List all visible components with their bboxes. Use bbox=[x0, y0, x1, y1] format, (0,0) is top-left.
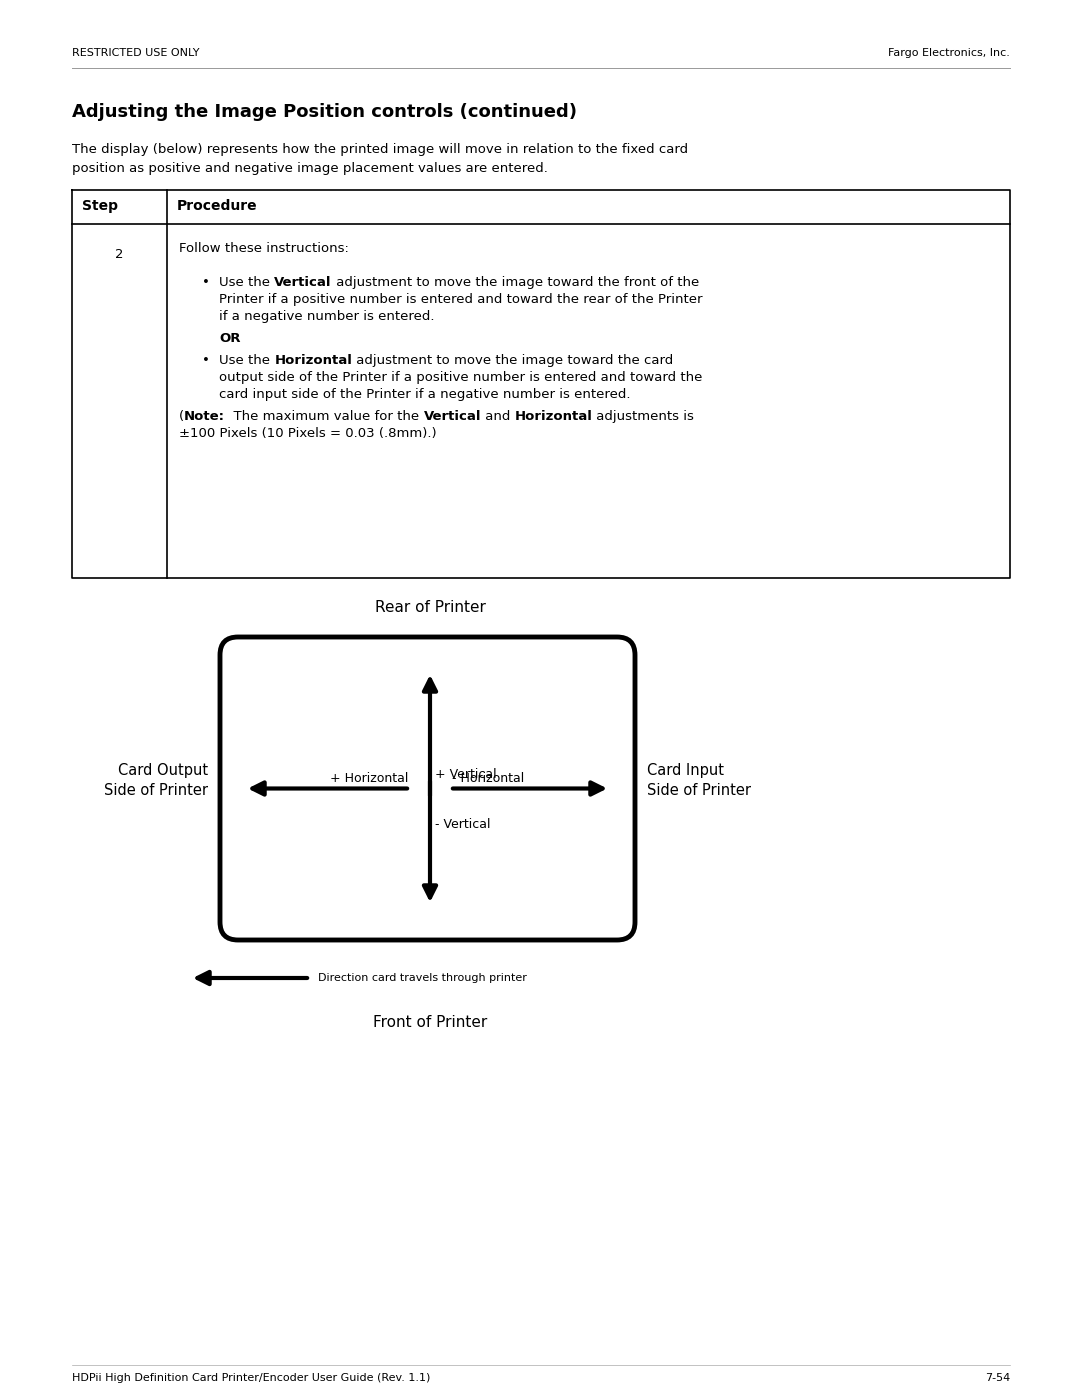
Text: - Horizontal: - Horizontal bbox=[453, 773, 524, 785]
Text: •: • bbox=[202, 277, 210, 289]
Text: adjustment to move the image toward the front of the: adjustment to move the image toward the … bbox=[332, 277, 699, 289]
Text: Fargo Electronics, Inc.: Fargo Electronics, Inc. bbox=[888, 47, 1010, 59]
Text: (: ( bbox=[179, 409, 184, 423]
Text: 7-54: 7-54 bbox=[985, 1373, 1010, 1383]
Text: and: and bbox=[481, 409, 515, 423]
Text: •: • bbox=[202, 353, 210, 367]
Text: OR: OR bbox=[219, 332, 241, 345]
Text: The maximum value for the: The maximum value for the bbox=[225, 409, 423, 423]
Text: Front of Printer: Front of Printer bbox=[373, 1016, 487, 1030]
Text: Card Output
Side of Printer: Card Output Side of Printer bbox=[104, 763, 208, 798]
Text: ±100 Pixels (10 Pixels = 0.03 (.8mm).): ±100 Pixels (10 Pixels = 0.03 (.8mm).) bbox=[179, 427, 436, 440]
Text: Horizontal: Horizontal bbox=[274, 353, 352, 367]
Text: card input side of the Printer if a negative number is entered.: card input side of the Printer if a nega… bbox=[219, 388, 631, 401]
Text: - Vertical: - Vertical bbox=[435, 819, 490, 831]
Text: The display (below) represents how the printed image will move in relation to th: The display (below) represents how the p… bbox=[72, 142, 688, 156]
Text: Card Input
Side of Printer: Card Input Side of Printer bbox=[647, 763, 751, 798]
Text: Rear of Printer: Rear of Printer bbox=[375, 599, 485, 615]
Text: output side of the Printer if a positive number is entered and toward the: output side of the Printer if a positive… bbox=[219, 372, 702, 384]
Text: Step: Step bbox=[82, 198, 118, 212]
Text: Adjusting the Image Position controls (continued): Adjusting the Image Position controls (c… bbox=[72, 103, 577, 122]
Text: Direction card travels through printer: Direction card travels through printer bbox=[318, 972, 527, 983]
Text: + Horizontal: + Horizontal bbox=[329, 773, 408, 785]
FancyBboxPatch shape bbox=[220, 637, 635, 940]
Text: Follow these instructions:: Follow these instructions: bbox=[179, 242, 349, 256]
Text: Use the: Use the bbox=[219, 277, 274, 289]
Text: Horizontal: Horizontal bbox=[515, 409, 593, 423]
Text: RESTRICTED USE ONLY: RESTRICTED USE ONLY bbox=[72, 47, 200, 59]
Text: Note:: Note: bbox=[184, 409, 225, 423]
Text: adjustments is: adjustments is bbox=[593, 409, 694, 423]
Text: Vertical: Vertical bbox=[274, 277, 332, 289]
Text: position as positive and negative image placement values are entered.: position as positive and negative image … bbox=[72, 162, 548, 175]
Text: adjustment to move the image toward the card: adjustment to move the image toward the … bbox=[352, 353, 673, 367]
Text: Printer if a positive number is entered and toward the rear of the Printer: Printer if a positive number is entered … bbox=[219, 293, 702, 306]
Text: 2: 2 bbox=[116, 249, 124, 261]
Text: Procedure: Procedure bbox=[177, 198, 258, 212]
Text: if a negative number is entered.: if a negative number is entered. bbox=[219, 310, 434, 323]
Text: HDPii High Definition Card Printer/Encoder User Guide (Rev. 1.1): HDPii High Definition Card Printer/Encod… bbox=[72, 1373, 430, 1383]
Text: Use the: Use the bbox=[219, 353, 274, 367]
Text: Vertical: Vertical bbox=[423, 409, 481, 423]
Text: + Vertical: + Vertical bbox=[435, 768, 497, 781]
